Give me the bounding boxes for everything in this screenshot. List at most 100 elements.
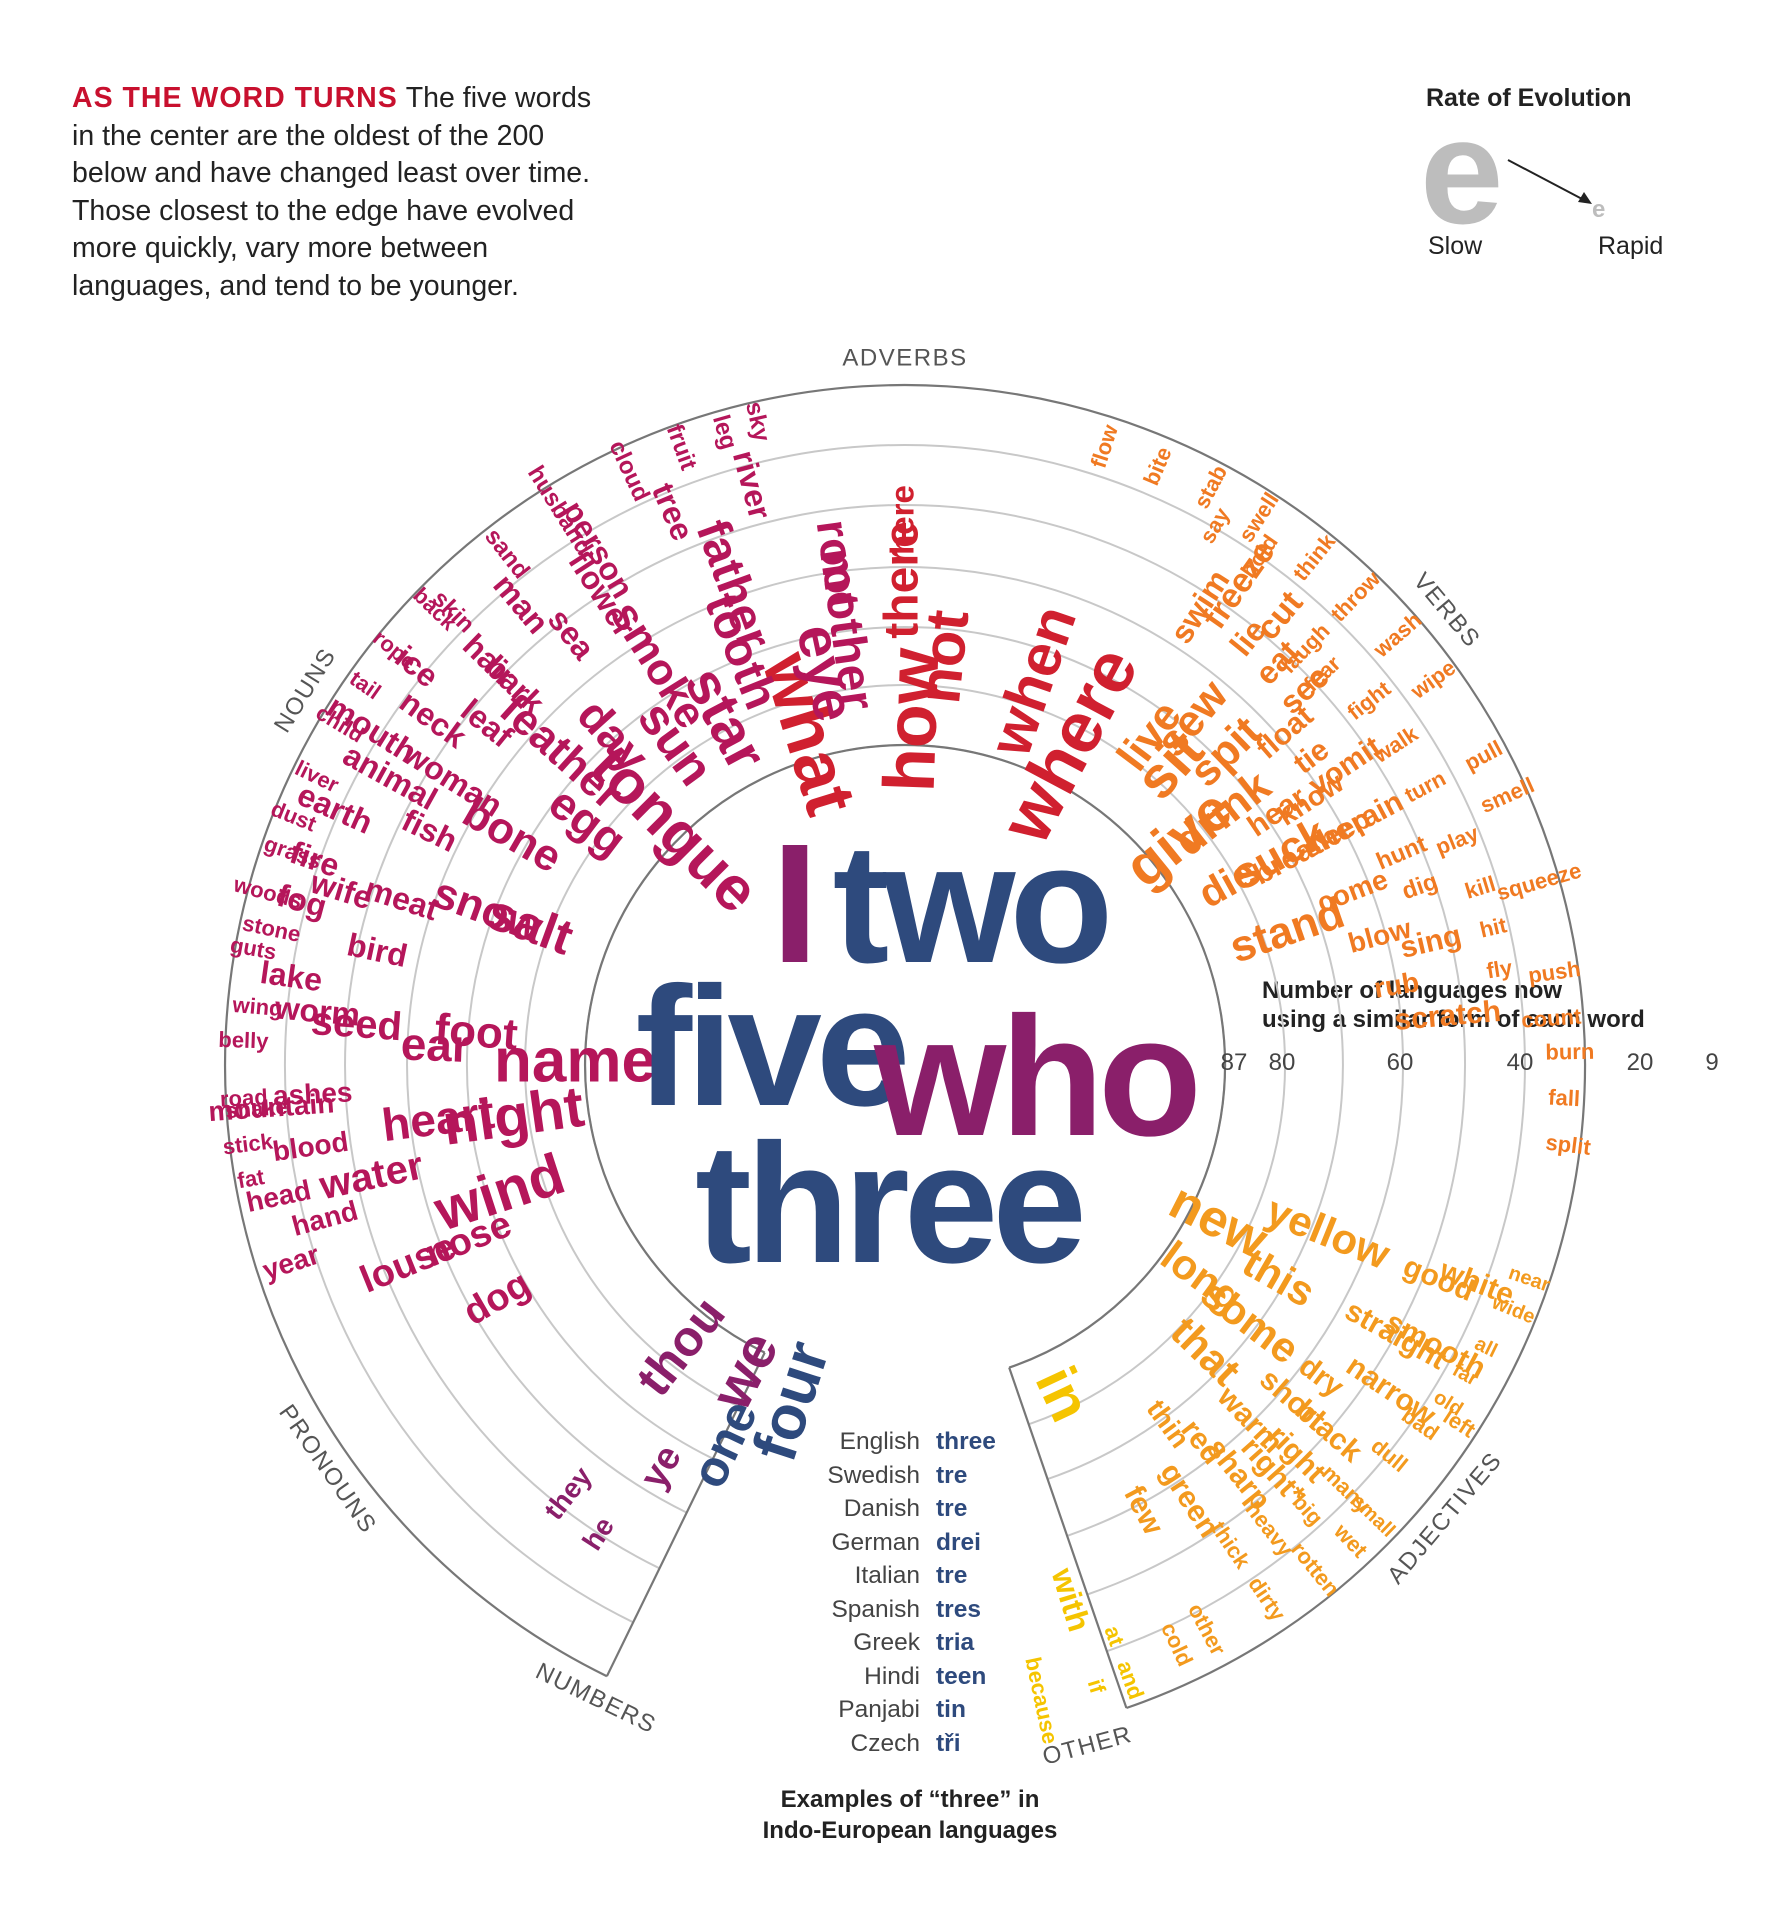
word-few: few bbox=[1117, 1480, 1170, 1540]
word-fat: fat bbox=[235, 1164, 266, 1193]
center-word-i: I bbox=[771, 809, 812, 999]
word-louse: louse bbox=[354, 1226, 462, 1302]
example-word: teen bbox=[936, 1662, 987, 1690]
example-language: Czech bbox=[850, 1729, 920, 1757]
example-row: Italian tre bbox=[790, 1562, 1050, 1596]
ring-line bbox=[284, 444, 1526, 1653]
center-word-three: three bbox=[695, 1109, 1081, 1299]
example-row: German drei bbox=[790, 1529, 1050, 1563]
word-bite: bite bbox=[1138, 443, 1176, 489]
word-with: with bbox=[1044, 1563, 1097, 1636]
word-he: he bbox=[576, 1511, 620, 1555]
scale-caption-line2: using a similar form of each word bbox=[1262, 1006, 1645, 1033]
example-language: English bbox=[839, 1428, 920, 1455]
example-language: German bbox=[831, 1528, 920, 1556]
word-thick: thick bbox=[1206, 1517, 1256, 1574]
word-year: year bbox=[259, 1239, 323, 1286]
example-row: Swedish tre bbox=[790, 1462, 1050, 1496]
word-stab: stab bbox=[1189, 461, 1232, 513]
word-stick: stick bbox=[221, 1128, 275, 1159]
word-split: split bbox=[1544, 1130, 1593, 1160]
examples-caption: Examples of “three” in Indo-European lan… bbox=[740, 1784, 1080, 1846]
outer-ring bbox=[223, 384, 1587, 1710]
center-word-five: five bbox=[636, 952, 905, 1142]
word-father: father bbox=[686, 513, 781, 656]
scale-tick-label: 60 bbox=[1387, 1049, 1414, 1076]
word-belly: belly bbox=[218, 1027, 270, 1054]
word-they: they bbox=[538, 1461, 598, 1526]
word-wing: wing bbox=[231, 992, 284, 1021]
rate-of-evolution-legend: Rate of Evolution e e Slow Rapid bbox=[1420, 84, 1756, 274]
example-row: Czech tři bbox=[790, 1730, 1050, 1764]
word-ear: ear bbox=[400, 1018, 471, 1072]
word-ashes: ashes bbox=[272, 1076, 353, 1111]
example-language: Panjabi bbox=[838, 1696, 920, 1723]
slow-glyph: e bbox=[1420, 87, 1504, 255]
slow-label: Slow bbox=[1428, 232, 1483, 260]
category-label: ADVERBS bbox=[842, 344, 967, 371]
word-woods: woods bbox=[230, 871, 305, 913]
gap-edge-right bbox=[1008, 1367, 1128, 1709]
word-in: in bbox=[1023, 1357, 1104, 1431]
word-foot: foot bbox=[433, 1005, 520, 1060]
word-if: if bbox=[1083, 1676, 1111, 1697]
intro-heading: AS THE WORD TURNS bbox=[72, 82, 398, 114]
word-stand: stand bbox=[1224, 888, 1351, 973]
scale-caption: Number of languages now using a similar … bbox=[1262, 976, 1645, 1034]
examples-caption-line1: Examples of “three” in bbox=[780, 1786, 1040, 1813]
word-scratch: scratch bbox=[1393, 995, 1502, 1037]
word-say: say bbox=[1195, 503, 1235, 548]
word-dog: dog bbox=[456, 1263, 537, 1334]
word-snake: snake bbox=[224, 1094, 288, 1123]
word-squeeze: squeeze bbox=[1494, 857, 1584, 905]
word-wash: wash bbox=[1368, 607, 1427, 663]
example-language: Danish bbox=[843, 1495, 920, 1522]
word-dig: dig bbox=[1399, 868, 1442, 905]
example-language: Hindi bbox=[864, 1662, 920, 1690]
ring-line bbox=[465, 625, 1344, 1481]
scale-tick-label: 9 bbox=[1705, 1049, 1718, 1076]
word-rotten: rotten bbox=[1286, 1537, 1345, 1601]
word-cloud: cloud bbox=[603, 436, 655, 505]
example-row: Spanish tres bbox=[790, 1596, 1050, 1630]
word-turn: turn bbox=[1400, 765, 1449, 807]
word-not: not bbox=[905, 607, 981, 707]
rate-legend-title: Rate of Evolution bbox=[1426, 84, 1632, 112]
word-dirty: dirty bbox=[1243, 1572, 1291, 1626]
example-row: English three bbox=[790, 1428, 1050, 1462]
word-fly: fly bbox=[1485, 955, 1515, 984]
word-kill: kill bbox=[1462, 871, 1499, 904]
word-burn: burn bbox=[1545, 1039, 1594, 1065]
word-here: here bbox=[884, 485, 921, 555]
word-lake: lake bbox=[258, 954, 325, 998]
scale-tick-label: 40 bbox=[1507, 1049, 1534, 1076]
inner-ring bbox=[583, 743, 1227, 1369]
word-seed: seed bbox=[309, 999, 403, 1049]
ring-line bbox=[406, 566, 1404, 1537]
word-hit: hit bbox=[1477, 912, 1509, 943]
ring-line bbox=[524, 683, 1287, 1426]
word-sky: sky bbox=[740, 399, 775, 445]
intro-body: The five words in the center are the old… bbox=[72, 82, 592, 302]
word-play: play bbox=[1432, 820, 1483, 860]
scale-tick-label: 20 bbox=[1627, 1049, 1654, 1076]
example-row: Panjabi tin bbox=[790, 1696, 1050, 1730]
example-word: tre bbox=[936, 1461, 968, 1489]
word-pull: pull bbox=[1460, 735, 1506, 775]
word-snow: snow bbox=[427, 868, 550, 953]
word-push: push bbox=[1527, 956, 1583, 988]
center-word-two: two bbox=[833, 809, 1108, 999]
ring-lines bbox=[223, 384, 1587, 1710]
category-label: PRONOUNS bbox=[273, 1400, 382, 1539]
center-word-who: who bbox=[873, 982, 1196, 1172]
word-worm: worm bbox=[272, 989, 361, 1032]
word-road: road bbox=[219, 1084, 268, 1111]
example-word: tre bbox=[936, 1562, 968, 1589]
example-word: three bbox=[936, 1428, 996, 1455]
example-language: Swedish bbox=[827, 1461, 920, 1489]
scale-tick-label: 87 bbox=[1221, 1049, 1248, 1076]
word-flow: flow bbox=[1086, 421, 1124, 471]
